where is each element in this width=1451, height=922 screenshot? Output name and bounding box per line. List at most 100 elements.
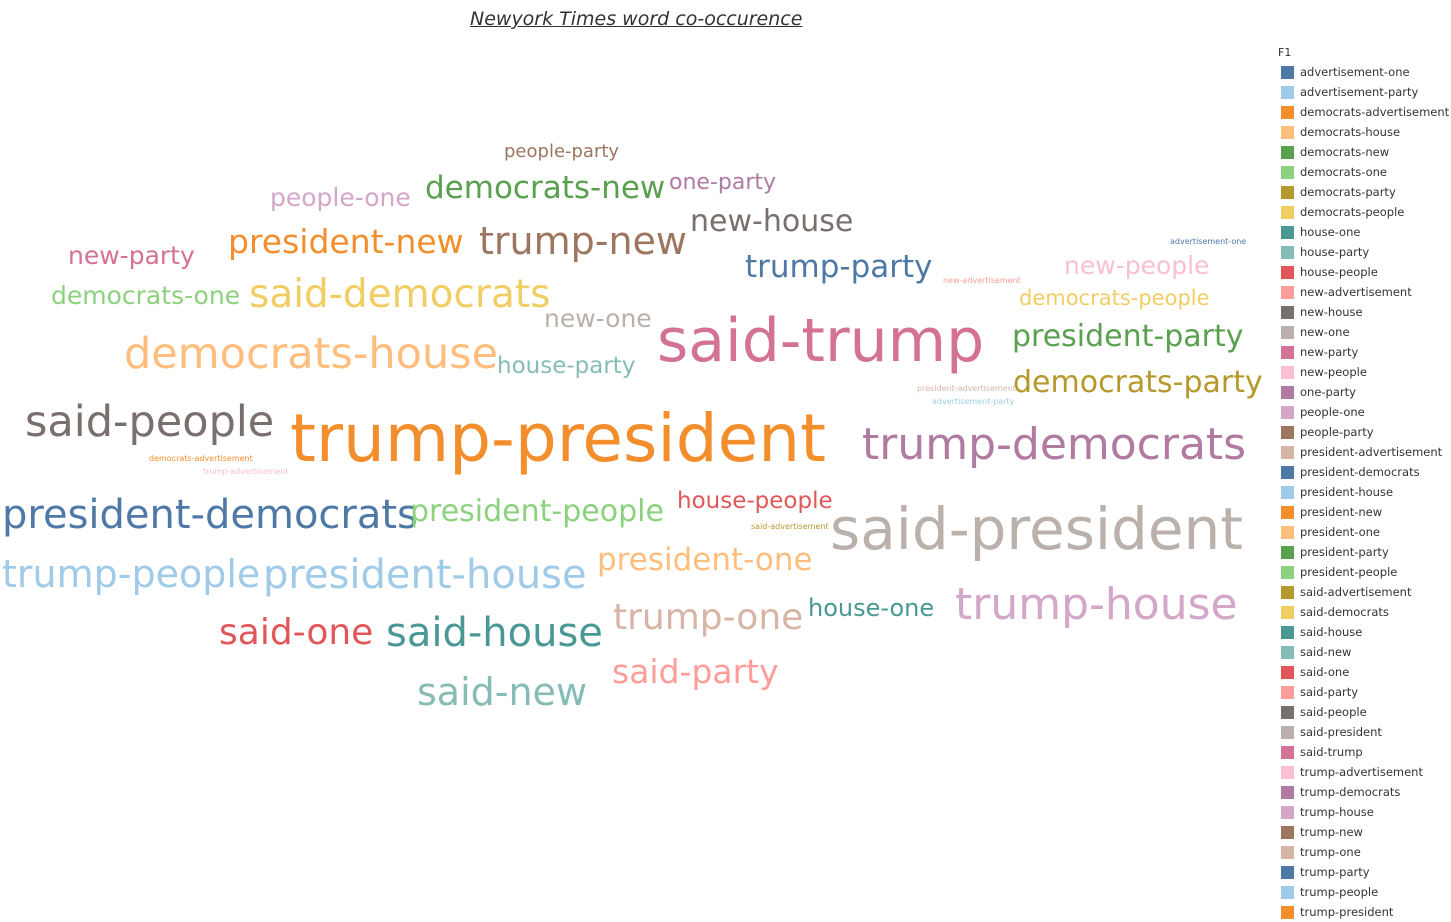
legend-swatch <box>1281 785 1294 799</box>
legend-label: people-party <box>1300 425 1374 439</box>
word-people-one: people-one <box>270 183 411 212</box>
legend-label: president-party <box>1300 545 1389 559</box>
legend-label: trump-one <box>1300 845 1361 859</box>
legend-swatch <box>1281 465 1294 479</box>
legend-label: new-advertisement <box>1300 285 1412 299</box>
legend-item[interactable]: democrats-people <box>1278 202 1450 222</box>
word-one-party: one-party <box>669 170 777 195</box>
legend-item[interactable]: president-house <box>1278 482 1450 502</box>
legend-title: F1 <box>1278 46 1292 59</box>
legend-label: democrats-people <box>1300 205 1405 219</box>
word-said-party: said-party <box>612 652 779 691</box>
legend-label: people-one <box>1300 405 1365 419</box>
legend-item[interactable]: democrats-advertisement <box>1278 102 1450 122</box>
legend-item[interactable]: trump-people <box>1278 882 1450 902</box>
legend-swatch <box>1281 405 1294 419</box>
legend-item[interactable]: people-party <box>1278 422 1450 442</box>
legend-item[interactable]: president-people <box>1278 562 1450 582</box>
word-president-advertisement: president-advertisement <box>917 384 1016 393</box>
legend-item[interactable]: new-people <box>1278 362 1450 382</box>
legend-label: said-president <box>1300 725 1382 739</box>
legend-item[interactable]: house-people <box>1278 262 1450 282</box>
word-people-party: people-party <box>504 141 620 162</box>
legend-items: advertisement-one advertisement-party demo… <box>1278 62 1450 922</box>
legend-item[interactable]: president-new <box>1278 502 1450 522</box>
legend-item[interactable]: advertisement-one <box>1278 62 1450 82</box>
legend-label: president-one <box>1300 525 1380 539</box>
legend-item[interactable]: trump-president <box>1278 902 1450 922</box>
legend-item[interactable]: said-trump <box>1278 742 1450 762</box>
legend-item[interactable]: trump-one <box>1278 842 1450 862</box>
legend-label: democrats-new <box>1300 145 1390 159</box>
legend-item[interactable]: trump-party <box>1278 862 1450 882</box>
legend-item[interactable]: president-advertisement <box>1278 442 1450 462</box>
legend-swatch <box>1281 105 1294 119</box>
legend-item[interactable]: trump-new <box>1278 822 1450 842</box>
legend-label: said-new <box>1300 645 1352 659</box>
legend-item[interactable]: trump-advertisement <box>1278 762 1450 782</box>
legend-label: said-one <box>1300 665 1350 679</box>
legend-swatch <box>1281 125 1294 139</box>
legend-item[interactable]: said-president <box>1278 722 1450 742</box>
legend-item[interactable]: new-house <box>1278 302 1450 322</box>
word-president-house: president-house <box>263 552 587 598</box>
legend-item[interactable]: democrats-one <box>1278 162 1450 182</box>
word-new-advertisement: new-advertisement <box>943 276 1021 285</box>
legend-swatch <box>1281 285 1294 299</box>
legend-swatch <box>1281 505 1294 519</box>
legend-label: house-one <box>1300 225 1361 239</box>
legend-label: house-party <box>1300 245 1370 259</box>
legend-item[interactable]: said-party <box>1278 682 1450 702</box>
legend-item[interactable]: one-party <box>1278 382 1450 402</box>
legend-item[interactable]: advertisement-party <box>1278 82 1450 102</box>
word-democrats-house: democrats-house <box>124 329 499 379</box>
legend-item[interactable]: democrats-party <box>1278 182 1450 202</box>
word-trump-house: trump-house <box>955 579 1238 630</box>
word-said-one: said-one <box>219 612 374 653</box>
legend-item[interactable]: people-one <box>1278 402 1450 422</box>
word-president-new: president-new <box>228 222 464 261</box>
legend-item[interactable]: new-party <box>1278 342 1450 362</box>
legend-label: advertisement-party <box>1300 85 1419 99</box>
legend-swatch <box>1281 365 1294 379</box>
legend-swatch <box>1281 225 1294 239</box>
legend-swatch <box>1281 585 1294 599</box>
legend-item[interactable]: democrats-new <box>1278 142 1450 162</box>
legend-swatch <box>1281 805 1294 819</box>
legend-label: new-party <box>1300 345 1359 359</box>
word-democrats-advertisement: democrats-advertisement <box>149 454 253 463</box>
legend-item[interactable]: house-one <box>1278 222 1450 242</box>
word-said-people: said-people <box>25 397 275 447</box>
legend-swatch <box>1281 65 1294 79</box>
word-house-people: house-people <box>677 488 833 514</box>
legend-item[interactable]: new-one <box>1278 322 1450 342</box>
legend-item[interactable]: new-advertisement <box>1278 282 1450 302</box>
legend-item[interactable]: said-people <box>1278 702 1450 722</box>
legend-label: said-democrats <box>1300 605 1389 619</box>
legend-item[interactable]: house-party <box>1278 242 1450 262</box>
legend-item[interactable]: said-democrats <box>1278 602 1450 622</box>
legend-label: advertisement-one <box>1300 65 1410 79</box>
legend-item[interactable]: president-party <box>1278 542 1450 562</box>
word-said-advertisement: said-advertisement <box>751 522 829 531</box>
legend-item[interactable]: president-democrats <box>1278 462 1450 482</box>
word-democrats-new: democrats-new <box>425 170 666 206</box>
legend-label: house-people <box>1300 265 1378 279</box>
legend-item[interactable]: said-one <box>1278 662 1450 682</box>
legend-item[interactable]: democrats-house <box>1278 122 1450 142</box>
word-said-president: said-president <box>830 495 1244 563</box>
chart-title: Newyork Times word co-occurence <box>470 8 803 30</box>
legend-item[interactable]: said-new <box>1278 642 1450 662</box>
word-house-one: house-one <box>808 594 935 622</box>
legend-swatch <box>1281 565 1294 579</box>
legend-item[interactable]: president-one <box>1278 522 1450 542</box>
legend-swatch <box>1281 425 1294 439</box>
legend-item[interactable]: said-advertisement <box>1278 582 1450 602</box>
legend-item[interactable]: trump-house <box>1278 802 1450 822</box>
legend-item[interactable]: said-house <box>1278 622 1450 642</box>
legend: F1 advertisement-one advertisement-party d… <box>1278 46 1450 922</box>
legend-swatch <box>1281 265 1294 279</box>
legend-swatch <box>1281 605 1294 619</box>
legend-item[interactable]: trump-democrats <box>1278 782 1450 802</box>
legend-swatch <box>1281 825 1294 839</box>
